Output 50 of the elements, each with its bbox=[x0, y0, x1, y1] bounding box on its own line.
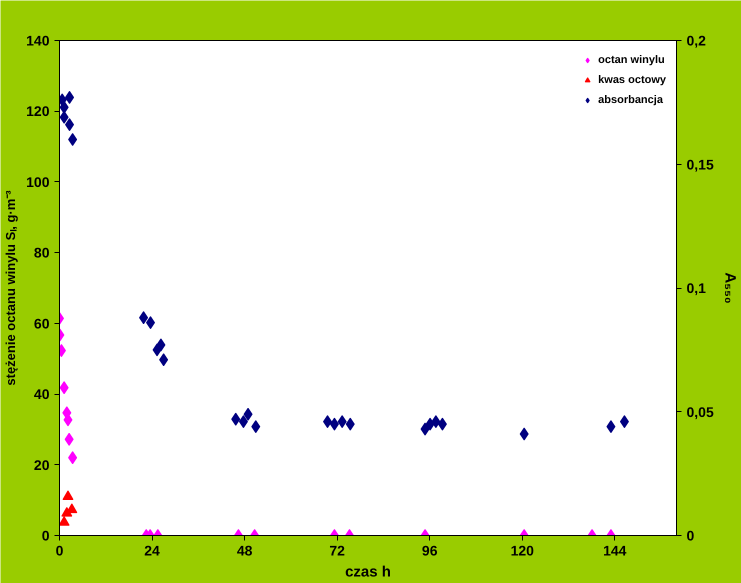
y-tick-label: 60 bbox=[34, 315, 50, 332]
x-tick-label: 72 bbox=[329, 542, 346, 558]
point bbox=[68, 133, 78, 146]
y2-axis-title: A₅₅₀ bbox=[722, 272, 739, 304]
point bbox=[60, 100, 69, 114]
y-tick-label: 140 bbox=[26, 32, 50, 48]
y-tick-label: 0 bbox=[42, 528, 50, 544]
point bbox=[156, 338, 166, 352]
point bbox=[438, 418, 447, 431]
y-tick-label: 80 bbox=[34, 244, 50, 261]
y2-tick-label: 0,2 bbox=[686, 32, 706, 48]
point bbox=[65, 118, 74, 132]
x-tick-label: 144 bbox=[603, 542, 627, 558]
x-tick-label: 24 bbox=[144, 542, 160, 558]
y-tick-label: 100 bbox=[26, 174, 50, 190]
point bbox=[146, 316, 156, 330]
legend-label: octan winylu bbox=[598, 54, 665, 66]
point bbox=[65, 90, 74, 104]
y-axis-title: stężenie octanu winylu Sₗ, g·m⁻³ bbox=[3, 190, 18, 386]
point bbox=[620, 415, 629, 428]
point bbox=[238, 415, 248, 428]
point bbox=[323, 415, 332, 428]
legend-label: absorbancja bbox=[598, 94, 663, 106]
point bbox=[420, 422, 430, 436]
x-tick-label: 48 bbox=[236, 542, 253, 558]
x-tick-label: 96 bbox=[422, 542, 438, 558]
y2-tick-label: 0,15 bbox=[686, 156, 714, 172]
y-tick-label: 20 bbox=[34, 456, 50, 473]
point bbox=[346, 418, 355, 431]
x-axis-title: czas h bbox=[345, 564, 391, 580]
x-tick-label: 120 bbox=[510, 542, 534, 558]
point bbox=[606, 420, 616, 434]
y-tick-label: 40 bbox=[34, 386, 50, 402]
point bbox=[231, 412, 240, 426]
point bbox=[431, 415, 440, 428]
y2-tick-label: 0,1 bbox=[686, 280, 706, 296]
point bbox=[330, 418, 339, 431]
y2-tick-label: 0 bbox=[686, 528, 694, 544]
point bbox=[426, 418, 435, 431]
legend-label: kwas octowy bbox=[598, 74, 666, 86]
point bbox=[159, 353, 168, 366]
y2-tick-label: 0,05 bbox=[686, 404, 714, 420]
x-tick-label: 0 bbox=[56, 542, 64, 558]
point bbox=[244, 408, 253, 421]
point bbox=[338, 415, 347, 428]
point bbox=[60, 110, 69, 124]
point bbox=[251, 420, 260, 434]
point bbox=[139, 311, 148, 324]
point bbox=[520, 428, 529, 441]
y-tick-label: 120 bbox=[26, 103, 50, 120]
